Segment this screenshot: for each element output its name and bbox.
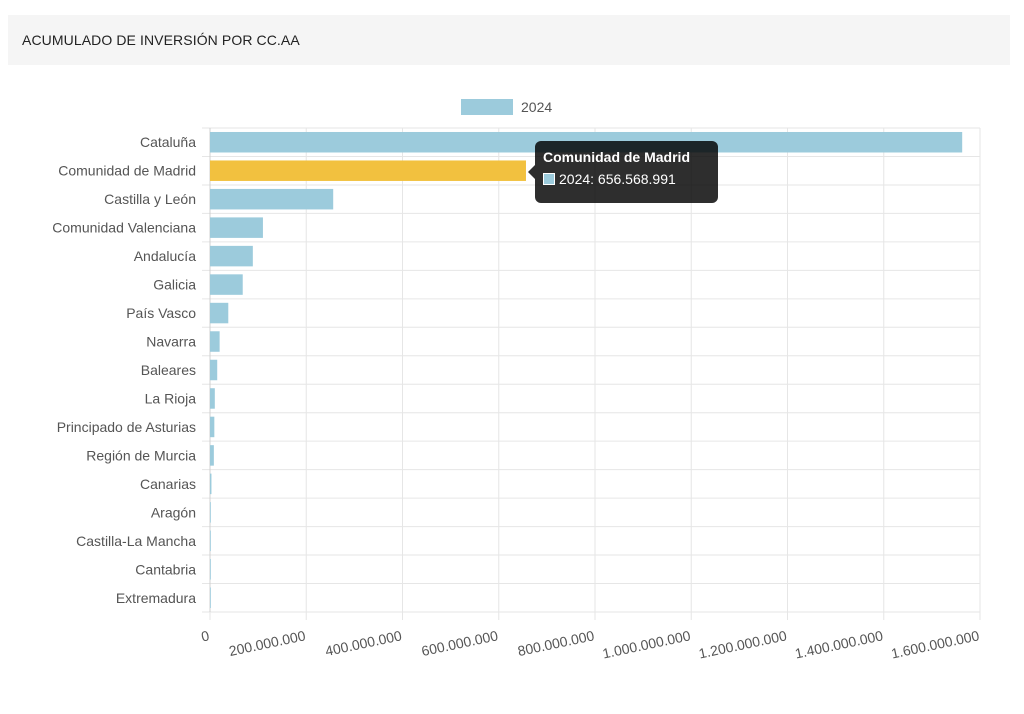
category-label: Baleares [141, 362, 196, 378]
bar-navarra [210, 331, 220, 352]
card-header: ACUMULADO DE INVERSIÓN POR CC.AA [8, 15, 1010, 65]
bar-región-de-murcia [210, 445, 214, 466]
bar-canarias [210, 473, 212, 495]
bar-principado-de-asturias [210, 416, 215, 438]
tooltip-title: Comunidad de Madrid [543, 149, 690, 165]
category-label: Comunidad Valenciana [52, 220, 196, 236]
category-label: Región de Murcia [86, 447, 196, 463]
bar-país-vasco [210, 302, 229, 324]
legend-swatch [461, 99, 513, 115]
x-tick-label: 400.000.000 [324, 627, 404, 659]
category-label: Galicia [153, 277, 196, 293]
x-tick-label: 200.000.000 [227, 627, 307, 659]
category-label: Comunidad de Madrid [58, 163, 196, 179]
tooltip-swatch [543, 173, 555, 185]
category-label: Canarias [140, 476, 196, 492]
x-tick-label: 1.400.000.000 [793, 627, 884, 661]
x-tick-label: 800.000.000 [516, 627, 596, 659]
category-label: Andalucía [134, 248, 196, 264]
x-tick-label: 600.000.000 [420, 627, 500, 659]
card-title: ACUMULADO DE INVERSIÓN POR CC.AA [22, 32, 300, 48]
category-label: País Vasco [126, 305, 196, 321]
category-label: Castilla y León [104, 191, 196, 207]
category-label: Extremadura [116, 590, 196, 606]
bar-la-rioja [210, 388, 215, 409]
bar-cantabria [210, 559, 211, 580]
tooltip-value: 2024: 656.568.991 [559, 171, 676, 187]
legend-label: 2024 [521, 99, 552, 115]
bar-extremadura [210, 587, 211, 609]
bar-castilla-la-mancha [210, 530, 211, 552]
bar-baleares [210, 359, 218, 381]
x-tick-label: 1.600.000.000 [890, 627, 981, 661]
category-label: Principado de Asturias [57, 419, 196, 435]
bar-castilla-y-león [210, 188, 334, 210]
category-label: Cataluña [140, 134, 196, 150]
bar-galicia [210, 274, 243, 295]
chart-tooltip: Comunidad de Madrid 2024: 656.568.991 [528, 141, 718, 203]
bar-aragón [210, 502, 211, 523]
x-tick-label: 1.000.000.000 [601, 627, 692, 661]
category-label: Castilla-La Mancha [76, 533, 196, 549]
tooltip-body: 2024: 656.568.991 [543, 171, 710, 187]
category-label: La Rioja [145, 390, 197, 406]
x-tick-label: 0 [200, 627, 211, 644]
bar-comunidad-valenciana [210, 217, 263, 238]
category-label: Aragón [151, 504, 196, 520]
category-label: Navarra [146, 334, 196, 350]
bar-comunidad-de-madrid [210, 160, 526, 181]
x-tick-label: 1.200.000.000 [697, 627, 788, 661]
category-label: Cantabria [135, 561, 196, 577]
bar-andalucía [210, 245, 253, 267]
